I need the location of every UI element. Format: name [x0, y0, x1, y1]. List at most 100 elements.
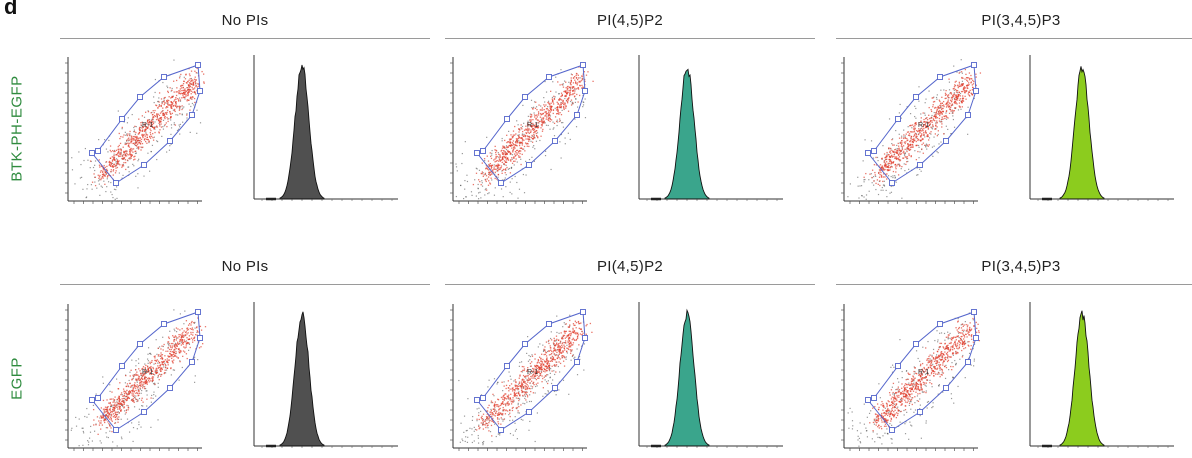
gated-event-dot [114, 396, 116, 398]
gated-event-dot [531, 126, 533, 128]
gated-event-dot [164, 123, 166, 126]
gated-event-dot [893, 144, 895, 146]
gated-event-dot [152, 110, 154, 112]
event-dot [173, 123, 175, 126]
gated-event-dot [877, 183, 879, 185]
gated-event-dot [970, 74, 972, 77]
gated-event-dot [137, 137, 140, 139]
event-dot [564, 97, 566, 100]
gated-event-dot [519, 137, 521, 139]
gated-event-dot [542, 377, 544, 380]
event-dot [87, 183, 89, 186]
gated-event-dot [972, 83, 975, 85]
event-dot [549, 337, 552, 340]
event-dot [890, 191, 893, 193]
event-dot [936, 94, 938, 96]
gated-event-dot [923, 121, 925, 123]
gated-event-dot [520, 150, 522, 152]
gated-event-dot [924, 144, 926, 147]
gated-event-dot [112, 406, 114, 409]
event-dot [487, 418, 489, 420]
gated-event-dot [964, 95, 966, 98]
gated-event-dot [550, 102, 552, 104]
event-dot [126, 418, 129, 420]
gated-event-dot [149, 137, 152, 139]
gated-event-dot [570, 333, 572, 335]
gated-event-dot [962, 90, 964, 93]
event-dot [491, 441, 493, 443]
gated-event-dot [132, 395, 134, 397]
gated-event-dot [509, 384, 511, 387]
gated-event-dot [515, 381, 517, 383]
gate-vertex [480, 148, 486, 154]
event-dot [122, 405, 124, 408]
gated-event-dot [553, 359, 555, 361]
gated-event-dot [549, 107, 551, 109]
gated-event-dot [189, 109, 191, 111]
event-dot [504, 177, 506, 179]
gated-event-dot [110, 171, 112, 173]
gated-event-dot [551, 355, 554, 358]
gated-event-dot [514, 144, 516, 146]
gated-event-dot [534, 116, 536, 118]
gated-event-dot [191, 339, 194, 341]
gated-event-dot [194, 101, 196, 104]
gated-event-dot [188, 91, 191, 93]
gated-event-dot [192, 334, 194, 336]
gated-event-dot [562, 360, 565, 362]
gated-event-dot [182, 96, 185, 98]
event-dot [493, 194, 496, 196]
gated-event-dot [122, 165, 125, 167]
event-dot [194, 327, 196, 329]
gated-event-dot [912, 141, 914, 144]
gate-vertex [865, 150, 871, 156]
gated-event-dot [485, 418, 487, 421]
gated-event-dot [926, 126, 928, 128]
gated-event-dot [145, 111, 147, 113]
gated-event-dot [908, 133, 911, 135]
gated-event-dot [965, 85, 968, 87]
gated-event-dot [522, 380, 525, 383]
event-dot [508, 371, 510, 373]
gated-event-dot [535, 114, 537, 117]
gated-event-dot [184, 78, 187, 80]
event-dot [175, 114, 177, 116]
event-dot [465, 430, 467, 432]
gated-event-dot [591, 331, 593, 333]
event-dot [547, 340, 550, 343]
event-dot [925, 143, 928, 145]
gated-event-dot [497, 399, 500, 401]
gated-event-dot [536, 125, 538, 128]
gated-event-dot [503, 162, 505, 165]
event-dot [162, 119, 165, 121]
gated-event-dot [158, 373, 160, 375]
event-dot [574, 118, 576, 120]
gated-event-dot [929, 123, 932, 125]
gated-event-dot [112, 408, 114, 411]
gated-event-dot [560, 332, 562, 334]
event-dot [167, 86, 169, 89]
event-dot [526, 401, 528, 403]
gate-vertex [113, 427, 119, 433]
gated-event-dot [534, 353, 536, 355]
gated-event-dot [926, 135, 928, 138]
gated-event-dot [553, 337, 555, 340]
gated-event-dot [101, 165, 103, 168]
event-dot [953, 126, 956, 128]
gated-event-dot [147, 368, 150, 371]
gated-event-dot [547, 361, 549, 363]
gated-event-dot [961, 84, 964, 87]
gated-event-dot [124, 154, 126, 156]
gated-event-dot [142, 401, 144, 403]
gated-event-dot [929, 132, 931, 134]
gated-event-dot [551, 100, 554, 103]
gate-vertex [141, 409, 147, 415]
event-dot [532, 146, 534, 148]
event-dot [82, 444, 84, 446]
gated-event-dot [524, 385, 526, 387]
event-dot [86, 416, 88, 418]
gated-event-dot [950, 93, 953, 95]
gated-event-dot [537, 126, 540, 128]
event-dot [518, 398, 521, 400]
gated-event-dot [511, 162, 514, 164]
